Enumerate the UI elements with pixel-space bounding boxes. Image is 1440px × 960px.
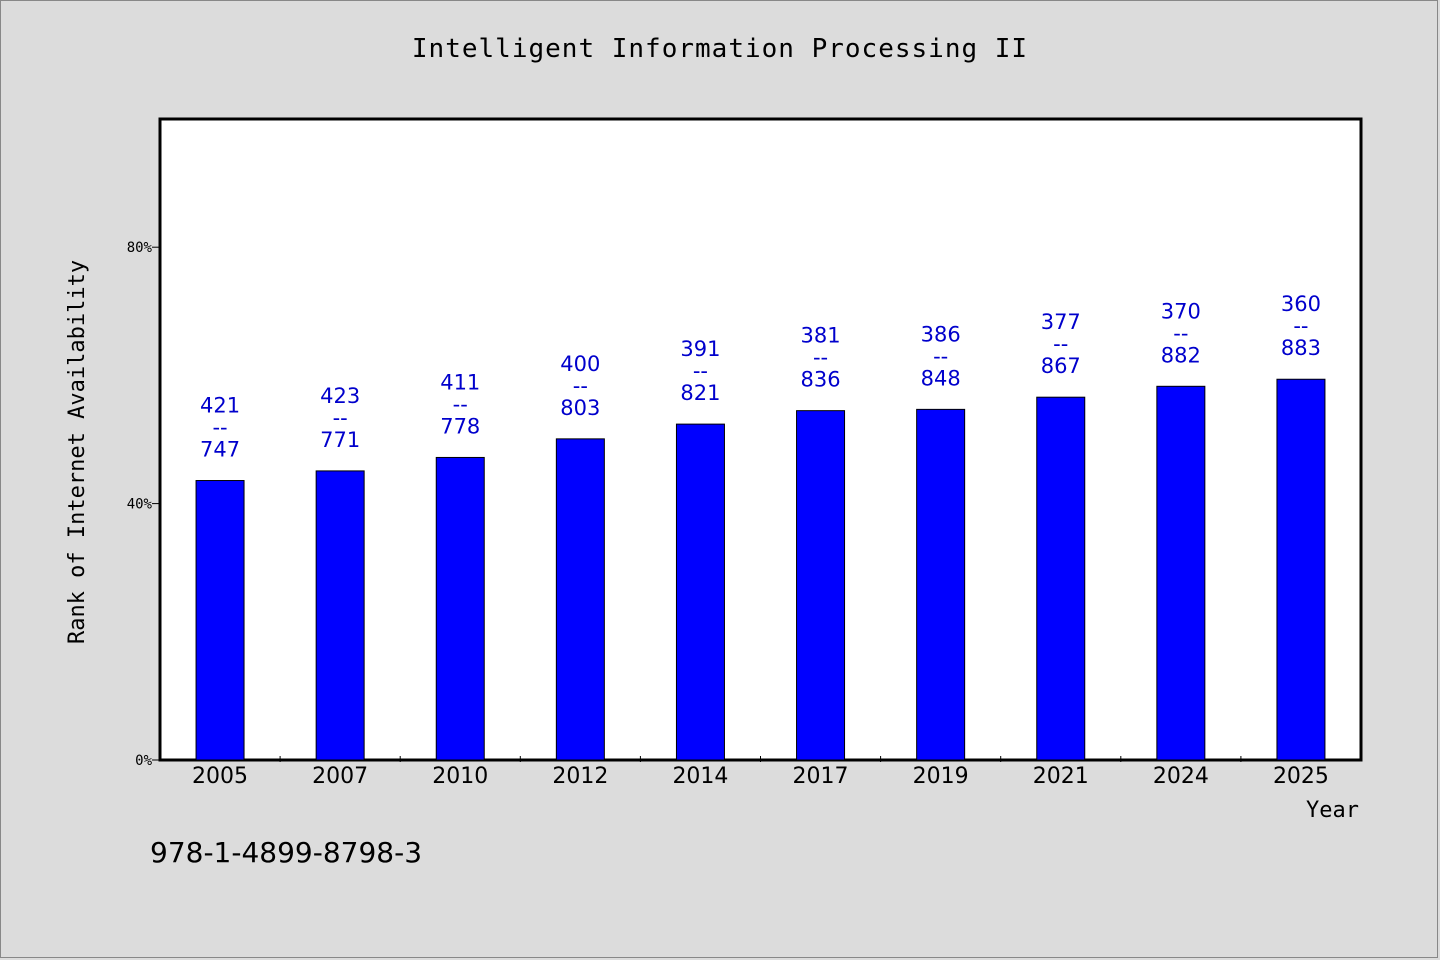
- data-label-bottom-2012: 803: [560, 396, 600, 420]
- data-label-top-2025: 360: [1281, 292, 1321, 316]
- data-label-bottom-2024: 882: [1161, 343, 1201, 367]
- data-label-top-2017: 381: [801, 324, 841, 348]
- bar-2021: [1036, 396, 1086, 761]
- data-label-top-2010: 411: [440, 370, 480, 394]
- x-tick-label-2005: 2005: [192, 764, 248, 789]
- x-tick-label-2025: 2025: [1273, 764, 1329, 789]
- bar-2007: [315, 470, 365, 761]
- x-tick-label-2010: 2010: [432, 764, 488, 789]
- data-label-bottom-2025: 883: [1281, 336, 1321, 360]
- data-label-top-2012: 400: [560, 352, 600, 376]
- chart-title: Intelligent Information Processing II: [411, 34, 1029, 64]
- data-label-bottom-2019: 848: [921, 366, 961, 390]
- data-label-sep-2012: --: [573, 374, 588, 398]
- x-tick-label-2024: 2024: [1153, 764, 1209, 789]
- data-label-top-2024: 370: [1161, 299, 1201, 323]
- data-label-bottom-2007: 771: [320, 428, 360, 452]
- data-label-top-2019: 386: [921, 322, 961, 346]
- y-axis-label: Rank of Internet Availability: [65, 260, 90, 644]
- x-axis-label: Year: [1306, 798, 1359, 823]
- data-label-sep-2005: --: [212, 416, 227, 440]
- x-tick-label-2019: 2019: [913, 764, 969, 789]
- bar-2014: [675, 423, 725, 761]
- bar-2010: [435, 456, 485, 761]
- data-label-top-2021: 377: [1041, 310, 1081, 334]
- bar-2005: [195, 480, 245, 761]
- bar-2012: [555, 438, 605, 761]
- data-label-sep-2010: --: [453, 392, 468, 416]
- x-tick-label-2014: 2014: [672, 764, 728, 789]
- bar-2019: [916, 408, 966, 761]
- data-label-bottom-2017: 836: [801, 368, 841, 392]
- data-label-sep-2021: --: [1053, 332, 1068, 356]
- isbn-label: 978-1-4899-8798-3: [150, 836, 423, 869]
- data-label-top-2005: 421: [200, 394, 240, 418]
- data-label-bottom-2014: 821: [680, 381, 720, 405]
- data-label-sep-2007: --: [333, 406, 348, 430]
- x-tick-label-2012: 2012: [552, 764, 608, 789]
- data-label-sep-2024: --: [1173, 321, 1188, 345]
- y-tick-label-0: 0%: [135, 753, 152, 769]
- data-label-bottom-2021: 867: [1041, 354, 1081, 378]
- x-tick-label-2017: 2017: [793, 764, 849, 789]
- data-label-sep-2017: --: [813, 346, 828, 370]
- y-tick-label-80: 80%: [127, 240, 153, 256]
- y-tick-label-40: 40%: [127, 497, 153, 513]
- data-label-bottom-2010: 778: [440, 414, 480, 438]
- data-label-top-2014: 391: [680, 337, 720, 361]
- x-tick-label-2021: 2021: [1033, 764, 1089, 789]
- data-label-top-2007: 423: [320, 384, 360, 408]
- data-label-sep-2014: --: [693, 359, 708, 383]
- bar-2025: [1276, 378, 1326, 761]
- data-label-sep-2019: --: [933, 344, 948, 368]
- data-label-bottom-2005: 747: [200, 438, 240, 462]
- x-tick-label-2007: 2007: [312, 764, 368, 789]
- bar-2024: [1156, 385, 1206, 761]
- bar-2017: [796, 410, 846, 761]
- data-label-sep-2025: --: [1293, 314, 1308, 338]
